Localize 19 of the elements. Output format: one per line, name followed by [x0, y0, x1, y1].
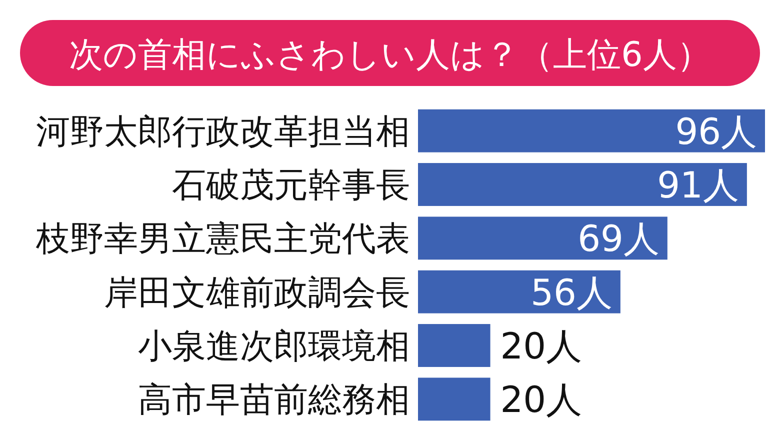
y-tick-label: 枝野幸男立憲民主党代表 [35, 219, 410, 260]
bar [418, 216, 668, 260]
bar [418, 324, 490, 367]
data-label: 96人 [675, 112, 757, 153]
y-tick-label: 石破茂元幹事長 [172, 166, 410, 206]
y-tick-label: 高市早苗前総務相 [138, 380, 410, 420]
data-label: 56人 [530, 272, 612, 314]
bar [418, 378, 490, 421]
data-label: 69人 [578, 219, 660, 260]
y-tick-label: 小泉進次郎環境相 [138, 326, 410, 366]
data-label: 20人 [500, 326, 582, 368]
y-tick-label: 河野太郎行政改革担当相 [36, 112, 410, 152]
y-tick-label: 岸田文雄前政調会長 [104, 272, 410, 313]
bar [418, 109, 765, 152]
bar [418, 163, 747, 206]
chart-title: 次の首相にふさわしい人は？（上位6人） [69, 35, 711, 75]
data-label: 91人 [657, 166, 739, 206]
bar [418, 270, 620, 314]
data-label: 20人 [500, 380, 582, 422]
